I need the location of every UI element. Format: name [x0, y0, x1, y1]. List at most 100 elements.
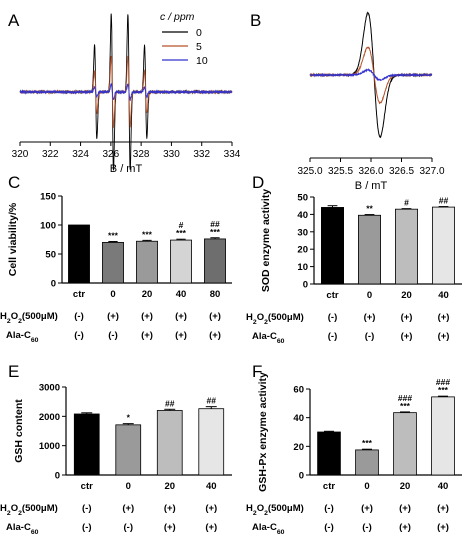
panel-f-h2o2-value: (-) — [324, 503, 334, 514]
panel-d-y-tick-label: 30 — [297, 227, 308, 238]
panel-d-category-label: ctr — [326, 290, 338, 301]
panel-a-x-tick-label: 328 — [133, 149, 150, 160]
panel-a-legend-title: c / ppm — [160, 11, 195, 23]
panel-d-y-tick-label: 0 — [303, 280, 308, 291]
panel-b-x-tick-label: 326.0 — [358, 166, 383, 177]
panel-c-y-tick-label: 0 — [51, 279, 56, 290]
panel-f-significance-hash: ### — [398, 393, 412, 403]
panel-c-h2o2-value: (+) — [141, 311, 153, 322]
panel-d-ala-c60-value: (-) — [365, 331, 375, 342]
panel-f-category-label: ctr — [323, 481, 335, 492]
panel-d-y-tick-label: 10 — [297, 262, 308, 273]
panel-c-y-axis-label: Cell viability/% — [7, 202, 19, 276]
panel-d-ala-c60-row-label: Ala-C60 — [252, 331, 285, 345]
panel-e-h2o2-row-label: H2O2(500μM) — [0, 503, 58, 517]
panel-f-ala-c60-value: (+) — [399, 522, 411, 533]
panel-c-bar — [204, 238, 226, 284]
panel-a-x-tick-label: 322 — [42, 149, 59, 160]
panel-f-h2o2-value: (+) — [399, 503, 411, 514]
panel-e-significance-hash: ## — [207, 396, 217, 406]
panel-a-x-tick-label: 326 — [103, 149, 120, 160]
panel-d-y-tick-label: 40 — [297, 210, 308, 221]
panel-e-y-tick-label: 1000 — [39, 441, 60, 452]
panel-d-y-axis-label: SOD enzyme activity — [260, 189, 272, 292]
panel-c-bar — [170, 239, 192, 284]
panel-d-sod-chart: 0 10 20 30 40 50 SOD enzyme activity ctr (-) (-) *… — [246, 189, 462, 345]
panel-a-legend-label: 10 — [196, 55, 208, 67]
panel-e-category-label: 0 — [126, 481, 131, 492]
panel-f-bar — [317, 431, 341, 476]
panel-letter-f: F — [252, 362, 262, 381]
panel-f-y-axis-label: GSH-Px enzyme activity — [257, 372, 269, 492]
panel-f-y-tick-label: 40 — [293, 413, 304, 424]
panel-c-h2o2-row-label: H2O2(500μM) — [0, 311, 58, 325]
panel-d-bar — [394, 208, 418, 285]
panel-b-series-line-10 — [309, 67, 433, 82]
panel-f-significance-star: *** — [400, 401, 411, 411]
panel-c-significance-star: *** — [210, 227, 221, 237]
panel-b-x-tick-label: 325.0 — [297, 166, 322, 177]
panel-d-ala-c60-value: (-) — [328, 331, 338, 342]
panel-d-ala-c60-value: (+) — [401, 331, 413, 342]
panel-c-ala-c60-value: (+) — [175, 330, 187, 341]
panel-letter-d: D — [252, 173, 264, 192]
panel-a-x-tick-label: 330 — [163, 149, 180, 160]
panel-b-x-axis-label: B / mT — [355, 180, 388, 192]
panel-f-category-label: 40 — [438, 481, 449, 492]
panel-c-ala-c60-value: (+) — [141, 330, 153, 341]
panel-d-significance-hash: # — [404, 198, 409, 208]
panel-e-y-tick-label: 2000 — [39, 412, 60, 423]
panel-e-gsh-chart: 0 1000 2000 3000 GSH content ctr (-) (-) * 0 (+) (-… — [0, 383, 232, 536]
panel-e-ala-c60-value: (+) — [205, 522, 217, 533]
panel-c-category-label: ctr — [73, 289, 85, 300]
panel-e-h2o2-value: (+) — [205, 503, 217, 514]
panel-a-series-line-10 — [19, 83, 233, 101]
panel-e-bar — [73, 413, 100, 476]
panel-c-category-label: 80 — [210, 289, 221, 300]
panel-c-h2o2-value: (+) — [175, 311, 187, 322]
panel-c-category-label: 0 — [110, 289, 115, 300]
panel-f-h2o2-value: (+) — [437, 503, 449, 514]
panel-e-h2o2-value: (+) — [122, 503, 134, 514]
panel-a-legend-label: 0 — [196, 27, 202, 39]
panel-d-category-label: 20 — [401, 290, 412, 301]
panel-c-bar — [102, 241, 124, 284]
panel-e-category-label: 20 — [164, 481, 175, 492]
panel-f-ala-c60-value: (-) — [362, 522, 372, 533]
panel-f-category-label: 20 — [400, 481, 411, 492]
panel-d-bar — [320, 207, 344, 285]
panel-f-y-tick-label: 20 — [293, 442, 304, 453]
panel-letter-e: E — [8, 362, 19, 381]
panel-b-x-tick-label: 326.5 — [389, 166, 414, 177]
panel-c-significance-hash: ## — [210, 219, 220, 229]
panel-c-cell-viability-chart: 0 50 100 150 Cell viability/% ctr (-) (-) *** 0 (+… — [0, 192, 232, 344]
panel-f-category-label: 0 — [364, 481, 369, 492]
panel-c-y-tick-label: 50 — [45, 250, 56, 261]
panel-letter-b: B — [250, 11, 261, 30]
panel-f-significance-star: *** — [438, 385, 449, 395]
panel-f-gshpx-chart: 0 20 40 60 GSH-Px enzyme activity ctr (-) (-) **… — [246, 372, 462, 536]
panel-f-bar — [355, 449, 379, 476]
panel-e-ala-c60-row-label: Ala-C60 — [6, 522, 39, 536]
panel-d-h2o2-value: (+) — [438, 312, 450, 323]
panel-e-bar — [115, 424, 142, 476]
panel-c-significance-hash: # — [179, 220, 184, 230]
panel-f-bar — [393, 412, 417, 476]
panel-c-ala-c60-value: (-) — [74, 330, 84, 341]
panel-d-h2o2-row-label: H2O2(500μM) — [246, 312, 304, 326]
panel-a-x-tick-label: 324 — [72, 149, 89, 160]
panel-c-ala-c60-value: (-) — [108, 330, 118, 341]
panel-f-y-tick-label: 60 — [293, 385, 304, 396]
panel-c-significance-star: *** — [176, 228, 187, 238]
panel-d-significance-star: ** — [366, 204, 373, 214]
panel-e-ala-c60-value: (-) — [124, 522, 134, 533]
panel-c-h2o2-value: (+) — [107, 311, 119, 322]
panel-f-y-tick-label: 0 — [299, 471, 304, 482]
panel-d-category-label: 0 — [367, 290, 372, 301]
panel-a-legend-label: 5 — [196, 41, 202, 53]
panel-c-ala-c60-row-label: Ala-C60 — [6, 330, 39, 344]
panel-f-significance-star: *** — [362, 438, 373, 448]
panel-d-h2o2-value: (-) — [328, 312, 338, 323]
